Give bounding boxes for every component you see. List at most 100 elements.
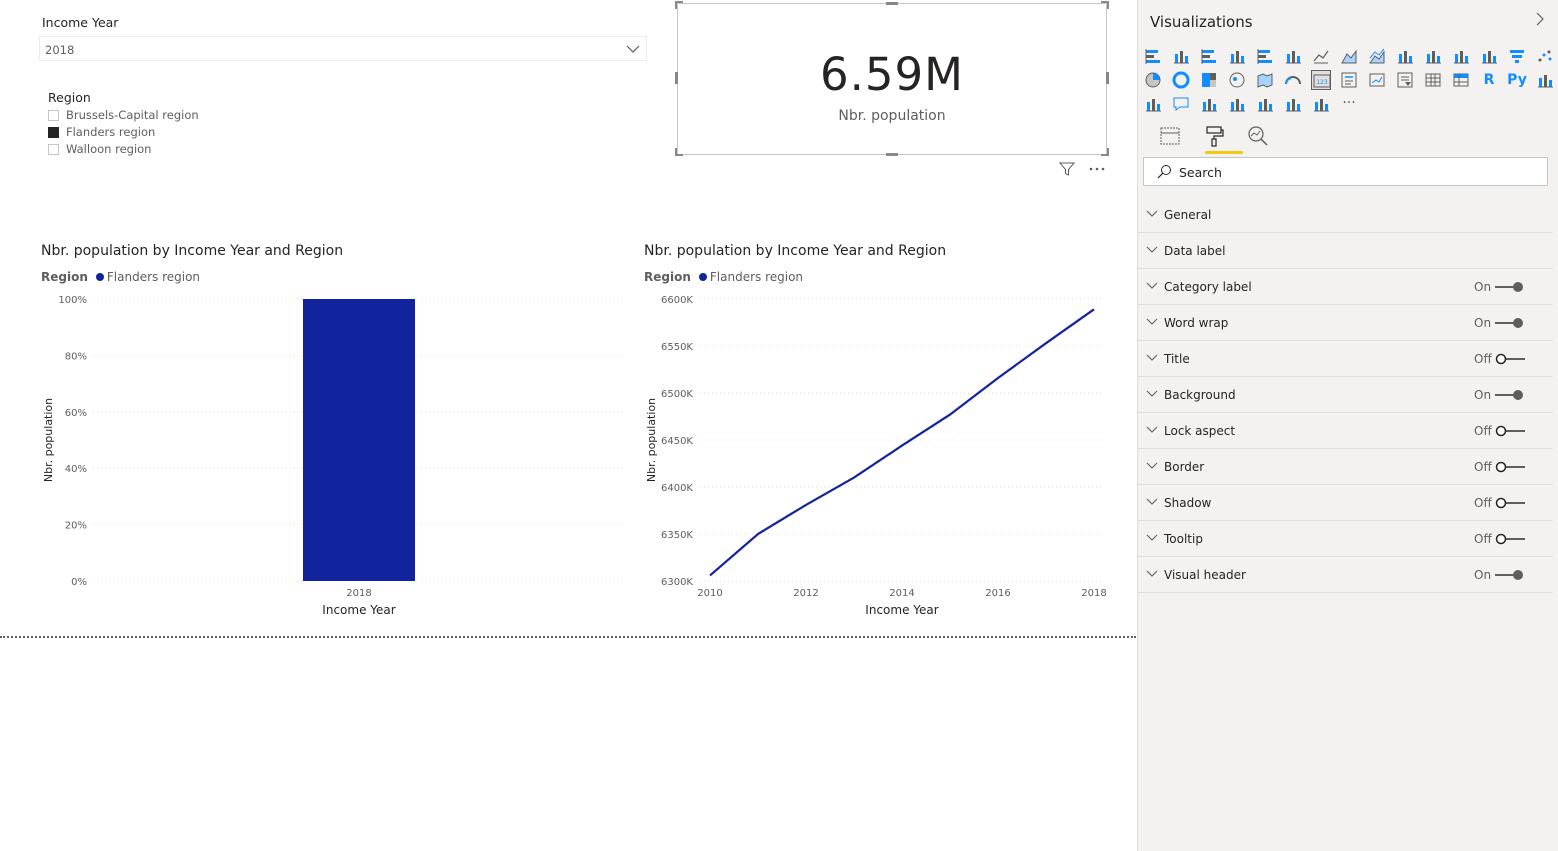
format-section-border[interactable]: Border Off — [1138, 449, 1553, 485]
chevron-down-icon[interactable] — [1146, 426, 1158, 434]
toggle-switch-off[interactable] — [1494, 425, 1526, 437]
toggle-switch-on[interactable] — [1494, 317, 1526, 329]
stacked-area-chart-icon[interactable] — [1367, 46, 1387, 66]
toggle-switch-on[interactable] — [1494, 281, 1526, 293]
y-tick-label: 100% — [58, 295, 87, 306]
toggle-switch-off[interactable] — [1494, 497, 1526, 509]
toggle-switch-off[interactable] — [1494, 353, 1526, 365]
format-tab-icon[interactable] — [1202, 124, 1226, 148]
100-stacked-column-chart-icon[interactable] — [1283, 46, 1303, 66]
matrix-icon[interactable] — [1451, 70, 1471, 90]
scatter-chart-icon[interactable] — [1535, 46, 1555, 66]
filled-map-icon[interactable] — [1255, 70, 1275, 90]
format-section-data-label[interactable]: Data label — [1138, 233, 1553, 269]
chevron-down-icon[interactable] — [1146, 498, 1158, 506]
chevron-down-icon[interactable] — [1146, 318, 1158, 326]
chevron-down-icon[interactable] — [1146, 570, 1158, 578]
fields-tab-icon[interactable] — [1158, 124, 1182, 148]
filter-icon[interactable] — [1059, 161, 1075, 177]
chevron-down-icon[interactable] — [1146, 246, 1158, 254]
toggle-switch-off[interactable] — [1494, 533, 1526, 545]
power-apps-icon[interactable] — [1283, 94, 1303, 114]
treemap-icon[interactable] — [1199, 70, 1219, 90]
arcgis-map-icon[interactable] — [1255, 94, 1275, 114]
python-visual-icon[interactable]: Py — [1507, 70, 1527, 90]
waterfall-chart-icon[interactable] — [1479, 46, 1499, 66]
resize-handle-bottom[interactable] — [886, 153, 898, 156]
bar[interactable] — [303, 299, 415, 581]
table-icon[interactable] — [1423, 70, 1443, 90]
funnel-chart-icon[interactable] — [1507, 46, 1527, 66]
chevron-down-icon[interactable] — [1146, 282, 1158, 290]
qa-icon[interactable] — [1171, 94, 1191, 114]
region-item-flanders[interactable]: Flanders region — [48, 125, 155, 139]
gauge-icon[interactable] — [1283, 70, 1303, 90]
toggle-switch-on[interactable] — [1494, 389, 1526, 401]
more-options-icon[interactable] — [1089, 166, 1105, 172]
power-automate-icon[interactable] — [1311, 94, 1331, 114]
paginated-report-icon[interactable] — [1199, 94, 1219, 114]
stacked-column-chart-icon[interactable] — [1171, 46, 1191, 66]
kpi-icon[interactable] — [1367, 70, 1387, 90]
card-icon[interactable]: 123 — [1311, 70, 1331, 90]
toggle-switch-off[interactable] — [1494, 461, 1526, 473]
resize-handle-top[interactable] — [886, 2, 898, 5]
resize-handle-left[interactable] — [675, 72, 678, 84]
income-year-dropdown[interactable]: 2018 — [39, 36, 647, 61]
format-section-title[interactable]: Title Off — [1138, 341, 1553, 377]
area-chart-icon[interactable] — [1339, 46, 1359, 66]
line-chart-icon[interactable] — [1311, 46, 1331, 66]
card-visual[interactable]: 6.59M Nbr. population — [677, 3, 1107, 155]
pie-chart-icon[interactable] — [1143, 70, 1163, 90]
resize-handle-top-right[interactable] — [1101, 1, 1109, 9]
format-section-tooltip[interactable]: Tooltip Off — [1138, 521, 1553, 557]
region-item-brussels[interactable]: Brussels-Capital region — [48, 108, 199, 122]
toggle-switch-on[interactable] — [1494, 569, 1526, 581]
resize-handle-right[interactable] — [1106, 72, 1109, 84]
clustered-column-chart-icon[interactable] — [1227, 46, 1247, 66]
svg-text:123: 123 — [1316, 79, 1328, 86]
100-stacked-bar-chart-icon[interactable] — [1255, 46, 1275, 66]
region-item-walloon[interactable]: Walloon region — [48, 142, 151, 156]
resize-handle-bottom-right[interactable] — [1101, 148, 1109, 156]
checkbox-checked[interactable] — [48, 126, 59, 138]
chevron-down-icon[interactable] — [1146, 210, 1158, 218]
y-tick-label: 0% — [71, 577, 87, 588]
chevron-right-icon[interactable] — [1534, 12, 1546, 26]
chevron-down-icon[interactable] — [1146, 354, 1158, 362]
format-section-general[interactable]: General — [1138, 197, 1553, 233]
smart-narrative-icon[interactable] — [1227, 94, 1247, 114]
clustered-bar-chart-icon[interactable] — [1199, 46, 1219, 66]
resize-handle-top-left[interactable] — [675, 1, 683, 9]
multi-row-card-icon[interactable] — [1339, 70, 1359, 90]
chevron-down-icon[interactable] — [1146, 390, 1158, 398]
bar-chart[interactable]: 0% 20% 40% 60% 80% 100% 2018 Income Year Nbr. po… — [30, 290, 630, 625]
format-section-shadow[interactable]: Shadow Off — [1138, 485, 1553, 521]
format-section-lock-aspect[interactable]: Lock aspect Off — [1138, 413, 1553, 449]
ribbon-chart-icon[interactable] — [1451, 46, 1471, 66]
format-section-category-label[interactable]: Category label On — [1138, 269, 1553, 305]
page-boundary-divider — [0, 636, 1136, 638]
format-search-box[interactable]: Search — [1143, 157, 1548, 186]
donut-chart-icon[interactable] — [1171, 70, 1191, 90]
stacked-bar-chart-icon[interactable] — [1143, 46, 1163, 66]
resize-handle-bottom-left[interactable] — [675, 148, 683, 156]
format-section-background[interactable]: Background On — [1138, 377, 1553, 413]
map-icon[interactable] — [1227, 70, 1247, 90]
r-visual-icon[interactable]: R — [1479, 70, 1499, 90]
checkbox[interactable] — [48, 109, 59, 121]
chevron-down-icon[interactable] — [1146, 534, 1158, 542]
line-and-stacked-column-chart-icon[interactable] — [1395, 46, 1415, 66]
line-chart[interactable]: 6300K 6350K 6400K 6450K 6500K 6550K 6600K 2010 2… — [636, 290, 1116, 625]
slicer-icon[interactable] — [1395, 70, 1415, 90]
format-section-visual-header[interactable]: Visual header On — [1138, 557, 1553, 593]
format-section-word-wrap[interactable]: Word wrap On — [1138, 305, 1553, 341]
line-and-clustered-column-chart-icon[interactable] — [1423, 46, 1443, 66]
series-line-flanders[interactable] — [709, 308, 1095, 577]
key-influencers-icon[interactable] — [1535, 70, 1555, 90]
chevron-down-icon[interactable] — [1146, 462, 1158, 470]
analytics-tab-icon[interactable] — [1246, 124, 1270, 148]
checkbox[interactable] — [48, 143, 59, 155]
decomposition-tree-icon[interactable] — [1143, 94, 1163, 114]
more-visuals-icon[interactable]: ··· — [1339, 94, 1359, 114]
